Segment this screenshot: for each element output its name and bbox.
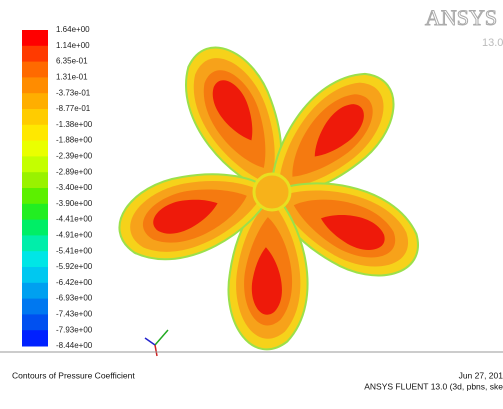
colorbar-swatch [22,235,48,252]
colorbar-swatch [22,30,48,47]
colorbar-swatch [22,251,48,268]
colorbar-label: -8.44e+00 [56,341,93,350]
footer-title: Contours of Pressure Coefficient [12,370,135,380]
colorbar-swatch [22,330,48,347]
colorbar-label: -7.43e+00 [56,310,93,319]
colorbar-label: -4.41e+00 [56,215,93,224]
colorbar-swatch [22,93,48,110]
colorbar-label: -7.93e+00 [56,325,93,334]
colorbar-swatch [22,314,48,331]
colorbar-label: -1.38e+00 [56,120,93,129]
logo-brand: ANSYS [425,5,497,30]
colorbar-swatch [22,61,48,78]
colorbar-label: 1.31e-01 [56,73,88,82]
colorbar-swatch [22,219,48,236]
colorbar-label: -5.92e+00 [56,262,93,271]
colorbar-swatch [22,282,48,300]
colorbar-label: -5.41e+00 [56,246,93,255]
colorbar-swatch [22,77,48,94]
propeller [107,31,432,352]
colorbar-swatch [22,45,48,63]
colorbar-label: -2.39e+00 [56,152,93,161]
colorbar-swatch [22,172,48,189]
colorbar-label: -2.89e+00 [56,167,93,176]
colorbar-label: -6.42e+00 [56,278,93,287]
colorbar-label: -3.90e+00 [56,199,93,208]
colorbar-swatch [22,109,48,126]
colorbar-label: -3.73e-01 [56,88,91,97]
colorbar-swatch [22,156,48,173]
colorbar-swatch [22,140,48,157]
colorbar-label: -3.40e+00 [56,183,93,192]
colorbar-swatch [22,188,48,205]
colorbar-swatch [22,298,48,315]
colorbar-label: -6.93e+00 [56,294,93,303]
colorbar-label: 6.35e-01 [56,57,88,66]
axis-triad [144,329,169,357]
footer-software: ANSYS FLUENT 13.0 (3d, pbns, ske [364,381,503,391]
colorbar-label: -1.88e+00 [56,136,93,145]
colorbar-label: -8.77e-01 [56,104,91,113]
colorbar-swatch [22,124,48,142]
footer-date: Jun 27, 201 [459,370,503,380]
colorbar-label: -4.91e+00 [56,231,93,240]
colorbar-label: 1.64e+00 [56,25,90,34]
colorbar-swatch [22,203,48,221]
colorbar-swatch [22,267,48,284]
colorbar-label: 1.14e+00 [56,41,90,50]
logo-version: 13.0 [482,37,503,49]
